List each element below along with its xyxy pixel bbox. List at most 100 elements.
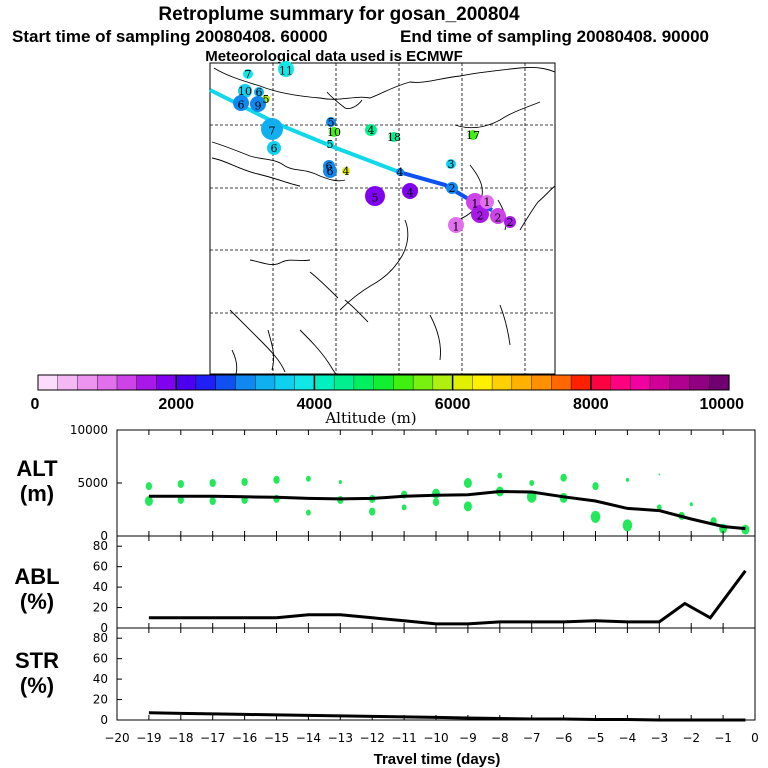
abl-panel-title: ABL bbox=[14, 564, 59, 589]
map-cluster-label: 3 bbox=[448, 158, 455, 171]
abl-ytick-label: 40 bbox=[93, 580, 108, 594]
colorbar-cell bbox=[136, 374, 158, 391]
map-cluster-label: 1 bbox=[453, 220, 460, 233]
map-coastlines bbox=[211, 67, 555, 374]
map-cluster-label: 1 bbox=[484, 196, 491, 209]
figure-title: Retroplume summary for gosan_200804 bbox=[158, 4, 520, 25]
colorbar-tick-label: 6000 bbox=[435, 396, 471, 413]
x-tick-label: −18 bbox=[168, 731, 193, 745]
map-clusters bbox=[233, 61, 516, 233]
map-cluster-label: 5 bbox=[328, 116, 335, 129]
map-cluster-label: 9 bbox=[255, 99, 262, 112]
str-ytick-label: 20 bbox=[93, 693, 108, 707]
colorbar-tick-label: 0 bbox=[31, 396, 40, 413]
colorbar-cell bbox=[254, 374, 276, 391]
colorbar-cell bbox=[610, 374, 631, 391]
x-tick-label: −7 bbox=[523, 731, 541, 745]
map-cluster-label: 6 bbox=[326, 160, 333, 173]
abl-panel: ABL (%) 0 20 40 60 80 bbox=[14, 535, 756, 635]
map-cluster-label: 18 bbox=[387, 131, 401, 144]
map-cluster-label: 11 bbox=[279, 64, 293, 77]
colorbar-cell bbox=[353, 374, 375, 391]
colorbar-tick-label: 4000 bbox=[297, 396, 333, 413]
map-cluster-circle bbox=[233, 95, 249, 111]
altitude-colorbar: 0 2000 4000 6000 8000 10000 Altitude (m) bbox=[31, 374, 744, 427]
met-data-label: Meteorological data used is ECMWF bbox=[205, 48, 463, 65]
alt-scatter-point bbox=[497, 472, 503, 479]
alt-mean-line bbox=[148, 489, 746, 531]
colorbar-cell bbox=[551, 374, 572, 391]
alt-scatter-point bbox=[306, 509, 311, 516]
x-tick-label: −10 bbox=[423, 731, 448, 745]
map-cluster-label: 1 bbox=[472, 197, 479, 210]
map-cluster-label: 6 bbox=[327, 165, 334, 178]
colorbar-cell bbox=[669, 374, 691, 391]
alt-scatter-point bbox=[144, 496, 153, 507]
colorbar-cell bbox=[314, 374, 335, 391]
map-cluster-label: 5 bbox=[372, 191, 379, 204]
map-cluster-circle bbox=[365, 124, 377, 136]
colorbar-tick-label: 8000 bbox=[573, 396, 609, 413]
alt-scatter-point bbox=[658, 473, 661, 476]
colorbar-cell bbox=[649, 374, 671, 391]
colorbar-cell bbox=[689, 374, 710, 391]
alt-scatter-point bbox=[306, 475, 311, 482]
abl-ytick-label: 80 bbox=[93, 539, 108, 553]
alt-scatter-point bbox=[432, 498, 440, 507]
alt-ytick-label: 5000 bbox=[77, 476, 108, 490]
alt-scatter-point bbox=[625, 477, 630, 482]
alt-scatter-point bbox=[241, 477, 248, 486]
map-cluster-circle bbox=[471, 205, 489, 223]
colorbar-cell bbox=[452, 374, 473, 391]
colorbar-cell bbox=[294, 374, 316, 391]
x-tick-label: −6 bbox=[555, 731, 573, 745]
x-tick-label: −20 bbox=[104, 731, 129, 745]
map-cluster-circle bbox=[365, 186, 385, 206]
colorbar-cell bbox=[412, 374, 434, 391]
map-cluster-label: 4 bbox=[407, 186, 414, 199]
alt-scatter-point bbox=[209, 479, 216, 487]
map-cluster-circle bbox=[243, 69, 253, 79]
map-cluster-circle bbox=[267, 141, 281, 155]
map-cluster-circle bbox=[480, 195, 494, 209]
alt-scatter-point bbox=[432, 488, 440, 499]
alt-panel-unit: (m) bbox=[20, 481, 54, 506]
str-plot-frame bbox=[116, 627, 756, 721]
colorbar-cell bbox=[156, 374, 177, 391]
alt-scatter-point bbox=[622, 519, 633, 532]
x-tick-label: −4 bbox=[619, 731, 637, 745]
alt-panel: ALT (m) 0 5000 10000 bbox=[16, 423, 756, 543]
colorbar-label: Altitude (m) bbox=[324, 409, 416, 427]
map-cluster-label: 2 bbox=[477, 209, 484, 222]
colorbar-cell bbox=[570, 374, 592, 391]
alt-ytick-label: 10000 bbox=[70, 423, 108, 437]
alt-scatter-point bbox=[209, 497, 216, 506]
str-panel: STR (%) 0 20 40 60 80 bbox=[15, 627, 756, 727]
map-cluster-circle bbox=[323, 164, 337, 178]
alt-scatter-point bbox=[590, 510, 601, 523]
abl-panel-unit: (%) bbox=[20, 589, 54, 614]
alt-plot-frame bbox=[116, 429, 756, 537]
alt-ytick-label: 0 bbox=[100, 529, 108, 543]
alt-scatter-point bbox=[463, 501, 472, 512]
end-time-label: End time of sampling 20080408. 90000 bbox=[400, 27, 709, 46]
colorbar-cell bbox=[235, 374, 256, 391]
colorbar-cell bbox=[57, 374, 79, 391]
map-cluster-label: 6 bbox=[271, 142, 278, 155]
str-ytick-label: 80 bbox=[93, 631, 108, 645]
alt-scatter-point bbox=[689, 502, 693, 507]
colorbar-cell bbox=[37, 374, 59, 391]
alt-panel-title: ALT bbox=[16, 456, 58, 481]
x-tick-label: −15 bbox=[264, 731, 289, 745]
map-cluster-label: 6 bbox=[256, 86, 263, 99]
map-cluster-circle bbox=[446, 159, 456, 169]
map-cluster-circle bbox=[278, 61, 294, 77]
map-cluster-label: 10 bbox=[238, 85, 252, 98]
colorbar-cell bbox=[175, 374, 197, 391]
map-cluster-circle bbox=[238, 84, 252, 98]
alt-scatter-point bbox=[369, 507, 376, 516]
x-tick-label: −16 bbox=[232, 731, 257, 745]
alt-scatter-point bbox=[338, 479, 342, 484]
x-tick-label: −11 bbox=[391, 731, 416, 745]
